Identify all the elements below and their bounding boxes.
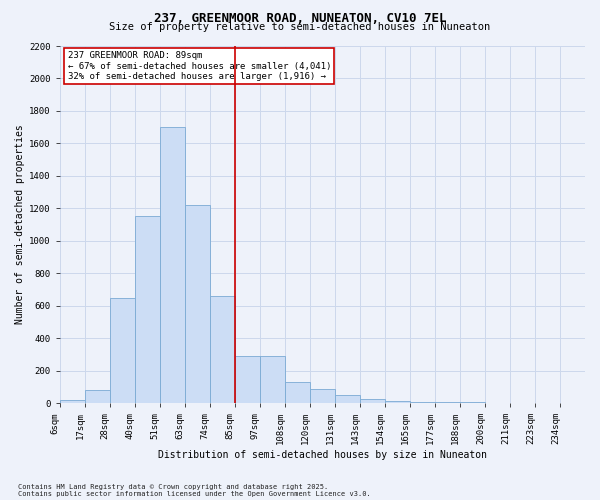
Bar: [435, 402, 460, 403]
X-axis label: Distribution of semi-detached houses by size in Nuneaton: Distribution of semi-detached houses by …: [158, 450, 487, 460]
Text: Size of property relative to semi-detached houses in Nuneaton: Size of property relative to semi-detach…: [109, 22, 491, 32]
Bar: [59, 400, 85, 403]
Bar: [360, 399, 385, 403]
Bar: [460, 402, 485, 403]
Bar: [310, 388, 335, 403]
Text: Contains public sector information licensed under the Open Government Licence v3: Contains public sector information licen…: [18, 491, 371, 497]
Bar: [210, 296, 235, 403]
Bar: [185, 205, 210, 403]
Bar: [85, 390, 110, 403]
Bar: [260, 356, 285, 403]
Bar: [410, 402, 435, 403]
Bar: [135, 216, 160, 403]
Bar: [235, 356, 260, 403]
Bar: [110, 298, 135, 403]
Text: 237 GREENMOOR ROAD: 89sqm
← 67% of semi-detached houses are smaller (4,041)
32% : 237 GREENMOOR ROAD: 89sqm ← 67% of semi-…: [68, 52, 331, 81]
Bar: [285, 382, 310, 403]
Bar: [385, 400, 410, 403]
Bar: [160, 127, 185, 403]
Text: 237, GREENMOOR ROAD, NUNEATON, CV10 7EL: 237, GREENMOOR ROAD, NUNEATON, CV10 7EL: [154, 12, 446, 26]
Y-axis label: Number of semi-detached properties: Number of semi-detached properties: [15, 124, 25, 324]
Bar: [335, 395, 360, 403]
Text: Contains HM Land Registry data © Crown copyright and database right 2025.: Contains HM Land Registry data © Crown c…: [18, 484, 328, 490]
